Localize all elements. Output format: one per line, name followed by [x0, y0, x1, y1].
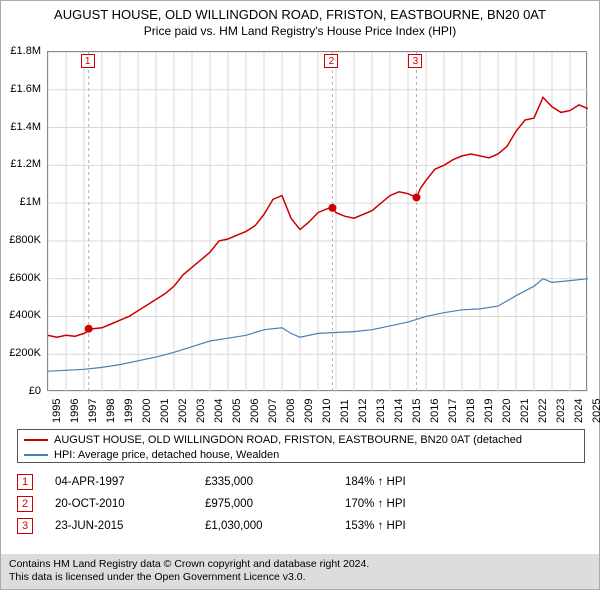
marker-date: 04-APR-1997 [55, 476, 205, 488]
x-axis-tick-label: 2011 [339, 399, 351, 423]
legend-swatch [24, 454, 48, 456]
chart-svg [48, 52, 588, 392]
x-axis-tick-label: 1996 [69, 399, 81, 423]
x-axis-tick-label: 2008 [285, 399, 297, 423]
marker-hpi: 153% ↑ HPI [345, 520, 585, 532]
legend-label: HPI: Average price, detached house, Weal… [54, 449, 279, 461]
x-axis-tick-label: 2012 [357, 399, 369, 423]
y-axis-tick-label: £0 [1, 385, 41, 397]
chart-marker-label: 3 [408, 54, 422, 68]
footnote: Contains HM Land Registry data © Crown c… [1, 554, 599, 589]
y-axis-tick-label: £1.6M [1, 83, 41, 95]
legend-item-hpi: HPI: Average price, detached house, Weal… [24, 447, 578, 462]
y-axis-tick-label: £400K [1, 309, 41, 321]
chart-marker-label: 1 [81, 54, 95, 68]
legend-swatch [24, 439, 48, 441]
marker-number-box: 3 [17, 518, 33, 534]
x-axis-tick-label: 2007 [267, 399, 279, 423]
marker-price: £975,000 [205, 498, 345, 510]
x-axis-tick-label: 2019 [483, 399, 495, 423]
y-axis-tick-label: £800K [1, 234, 41, 246]
x-axis-tick-label: 2010 [321, 399, 333, 423]
x-axis-tick-label: 1997 [87, 399, 99, 423]
y-axis-tick-label: £200K [1, 347, 41, 359]
marker-number-box: 2 [17, 496, 33, 512]
marker-price: £335,000 [205, 476, 345, 488]
table-row: 2 20-OCT-2010 £975,000 170% ↑ HPI [17, 493, 585, 515]
y-axis-tick-label: £1M [1, 196, 41, 208]
x-axis-tick-label: 2003 [195, 399, 207, 423]
title-address: AUGUST HOUSE, OLD WILLINGDON ROAD, FRIST… [9, 7, 591, 22]
x-axis-tick-label: 2009 [303, 399, 315, 423]
marker-date: 20-OCT-2010 [55, 498, 205, 510]
title-block: AUGUST HOUSE, OLD WILLINGDON ROAD, FRIST… [1, 1, 599, 40]
marker-hpi: 170% ↑ HPI [345, 498, 585, 510]
x-axis-tick-label: 2021 [519, 399, 531, 423]
table-row: 1 04-APR-1997 £335,000 184% ↑ HPI [17, 471, 585, 493]
y-axis-tick-label: £1.4M [1, 121, 41, 133]
table-row: 3 23-JUN-2015 £1,030,000 153% ↑ HPI [17, 515, 585, 537]
title-subtitle: Price paid vs. HM Land Registry's House … [9, 24, 591, 38]
x-axis-tick-label: 1998 [105, 399, 117, 423]
footnote-line1: Contains HM Land Registry data © Crown c… [9, 558, 591, 572]
x-axis-tick-label: 2014 [393, 399, 405, 423]
x-axis-tick-label: 2015 [411, 399, 423, 423]
x-axis-tick-label: 2000 [141, 399, 153, 423]
event-markers-table: 1 04-APR-1997 £335,000 184% ↑ HPI 2 20-O… [17, 471, 585, 537]
x-axis-tick-label: 2024 [573, 399, 585, 423]
x-axis-tick-label: 2013 [375, 399, 387, 423]
x-axis-tick-label: 2017 [447, 399, 459, 423]
legend-item-subject: AUGUST HOUSE, OLD WILLINGDON ROAD, FRIST… [24, 432, 578, 447]
marker-price: £1,030,000 [205, 520, 345, 532]
marker-hpi: 184% ↑ HPI [345, 476, 585, 488]
footnote-line2: This data is licensed under the Open Gov… [9, 571, 591, 585]
x-axis-tick-label: 2018 [465, 399, 477, 423]
y-axis-tick-label: £1.8M [1, 45, 41, 57]
x-axis-tick-label: 2006 [249, 399, 261, 423]
chart-plot-area [47, 51, 587, 391]
marker-date: 23-JUN-2015 [55, 520, 205, 532]
x-axis-tick-label: 2023 [555, 399, 567, 423]
marker-number-box: 1 [17, 474, 33, 490]
legend: AUGUST HOUSE, OLD WILLINGDON ROAD, FRIST… [17, 429, 585, 463]
x-axis-tick-label: 2001 [159, 399, 171, 423]
chart-marker-label: 2 [324, 54, 338, 68]
chart-container: AUGUST HOUSE, OLD WILLINGDON ROAD, FRIST… [0, 0, 600, 590]
x-axis-tick-label: 2002 [177, 399, 189, 423]
x-axis-tick-label: 2020 [501, 399, 513, 423]
x-axis-tick-label: 2022 [537, 399, 549, 423]
x-axis-tick-label: 2016 [429, 399, 441, 423]
x-axis-tick-label: 1995 [51, 399, 63, 423]
y-axis-tick-label: £1.2M [1, 158, 41, 170]
x-axis-tick-label: 2025 [591, 399, 600, 423]
x-axis-tick-label: 1999 [123, 399, 135, 423]
x-axis-tick-label: 2004 [213, 399, 225, 423]
y-axis-tick-label: £600K [1, 272, 41, 284]
legend-label: AUGUST HOUSE, OLD WILLINGDON ROAD, FRIST… [54, 434, 522, 446]
x-axis-tick-label: 2005 [231, 399, 243, 423]
